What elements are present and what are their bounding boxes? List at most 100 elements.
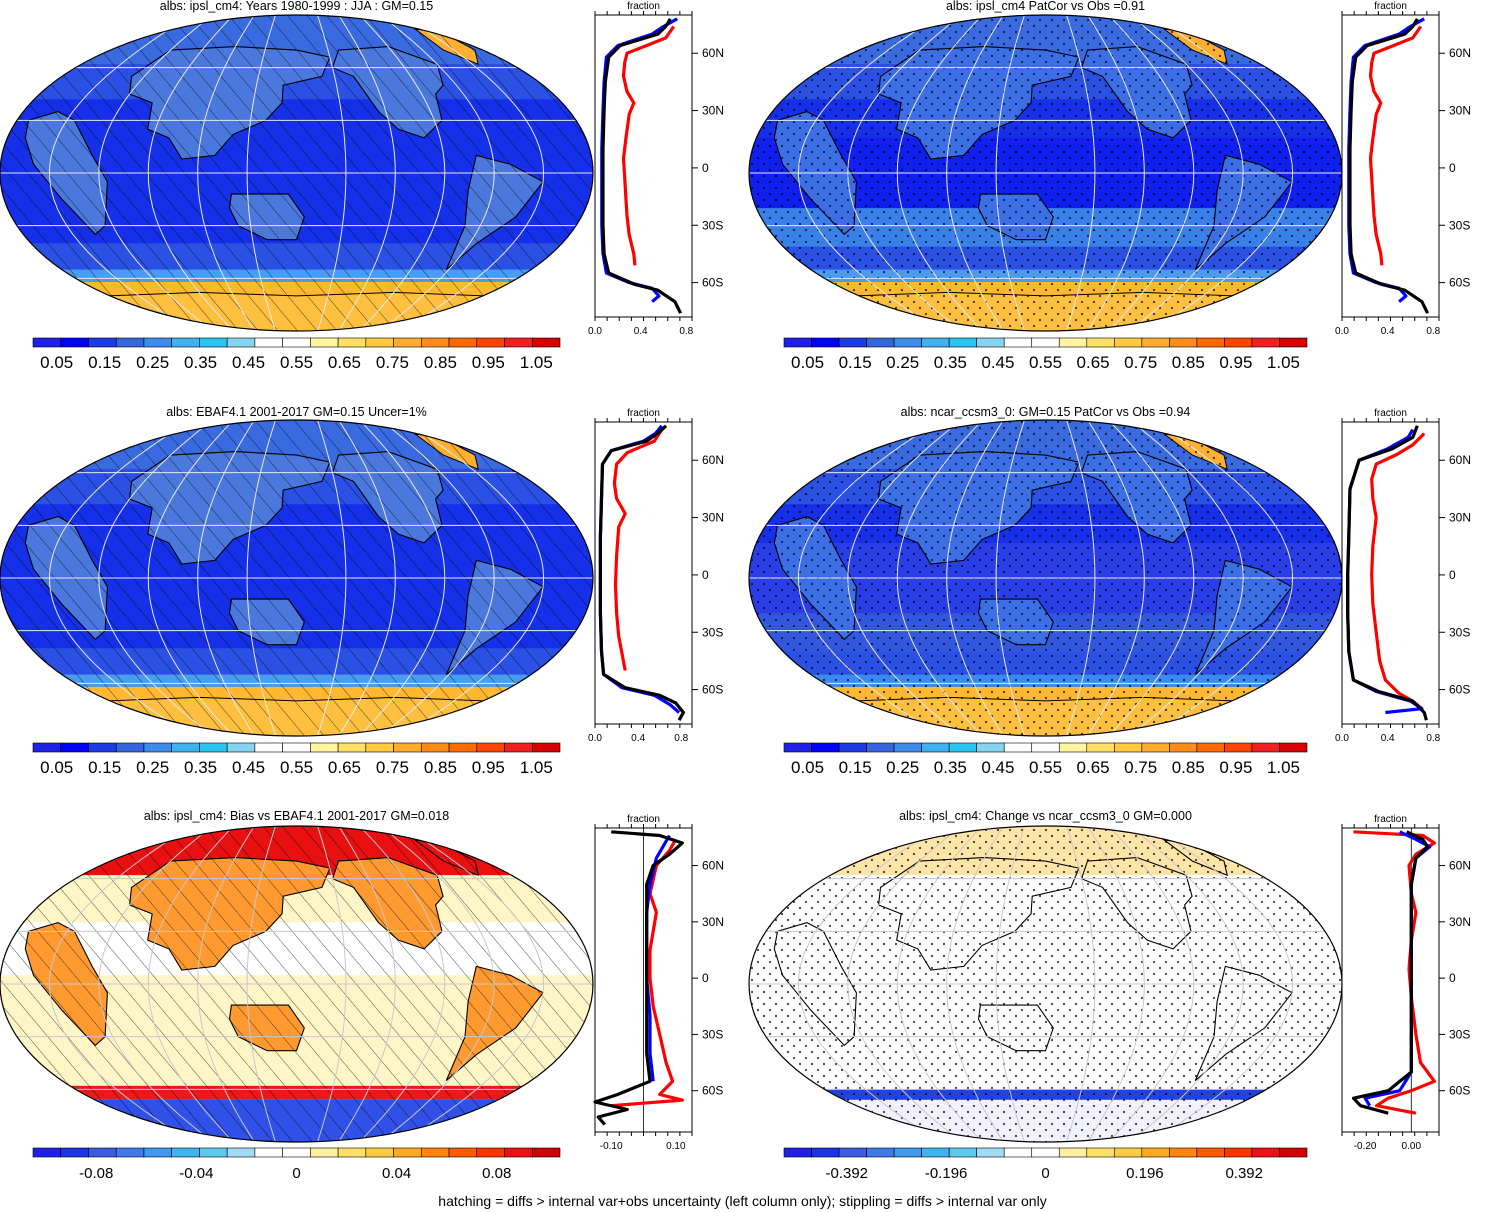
graticule-lon	[48, 420, 192, 736]
colorbar-label: -0.196	[925, 1165, 968, 1182]
colorbar-label: 0.55	[280, 758, 313, 777]
colorbar-label: 0.05	[791, 758, 824, 777]
profile-series-line	[1370, 432, 1426, 710]
profile-xlabel: fraction	[1374, 408, 1407, 419]
colorbar-swatch	[365, 742, 394, 753]
graticule-lon	[338, 15, 396, 331]
colorbar-label: 0.25	[886, 353, 919, 372]
colorbar-label: 0.95	[1219, 758, 1252, 777]
profile-ytick-label: 30S	[702, 625, 723, 639]
graticule-lon	[995, 420, 1025, 736]
profile-panel: fraction 60N 30N 0 30S 60S -0.10 0.10	[593, 814, 724, 1152]
colorbar-label: 1.05	[520, 353, 553, 372]
colorbar-swatch	[1086, 742, 1115, 753]
colorbar-swatch	[838, 1147, 867, 1158]
colorbar-swatch	[1279, 1147, 1308, 1158]
colorbar-label: 0.85	[424, 353, 457, 372]
profile-series-line	[600, 17, 678, 303]
graticule-lon	[995, 826, 1025, 1142]
colorbar-swatch	[282, 742, 311, 753]
colorbar-swatch	[310, 1147, 339, 1158]
profile-xtick-label: 0.8	[674, 733, 688, 744]
profile-xtick-label: 0.8	[1426, 733, 1440, 744]
profile-ytick-label: 30N	[702, 511, 724, 525]
colorbar: 0.05 0.15 0.25 0.35 0.45 0.55 0.65 0.75 0.85 0.95…	[783, 337, 1308, 372]
profile-series-line	[598, 424, 681, 714]
graticule-lon	[1087, 15, 1145, 331]
colorbar-swatch	[254, 742, 283, 753]
colorbar-swatch	[1114, 337, 1143, 348]
graticule-lon	[98, 420, 213, 736]
graticule-lon	[896, 826, 983, 1142]
graticule-lon	[847, 420, 962, 736]
colorbar-label: 0.08	[482, 1165, 511, 1182]
graticule-lon	[1087, 826, 1145, 1142]
profile-ytick-label: 30N	[702, 104, 724, 118]
graticule-lon	[1150, 420, 1294, 736]
map-field	[0, 420, 593, 736]
profile-xtick-label: 0.4	[634, 326, 648, 337]
colorbar-label: 0.05	[40, 353, 73, 372]
colorbar-swatch	[1279, 742, 1308, 753]
map-panel: albs: ncar_ccsm3_0: GM=0.15 PatCor vs Ob…	[748, 405, 1343, 737]
map-panel: albs: ipsl_cm4: Bias vs EBAF4.1 2001-201…	[0, 809, 594, 1143]
map-panel: albs: ipsl_cm4 PatCor vs Obs =0.91	[748, 0, 1343, 332]
map-panel: albs: ipsl_cm4: Years 1980-1999 : JJA : …	[0, 0, 594, 332]
colorbar-label: 0.25	[886, 758, 919, 777]
colorbar-swatch	[811, 1147, 840, 1158]
profile-ytick-label: 60S	[1449, 276, 1470, 290]
profile-ytick-label: 60N	[702, 453, 724, 467]
colorbar: 0.05 0.15 0.25 0.35 0.45 0.55 0.65 0.75 0.85 0.95…	[783, 742, 1308, 777]
graticule-lon	[797, 420, 941, 736]
graticule-lon	[317, 15, 347, 331]
profile-ytick-label: 30S	[702, 218, 723, 232]
profile-ytick-label: 60N	[702, 859, 724, 873]
colorbar-swatch	[811, 337, 840, 348]
colorbar-label: 0.55	[280, 353, 313, 372]
colorbar-swatch	[1141, 337, 1170, 348]
colorbar-swatch	[476, 337, 505, 348]
profile-ytick-label: 0	[702, 161, 709, 175]
colorbar-label: 0.85	[424, 758, 457, 777]
colorbar-swatch	[226, 742, 256, 753]
graticule-lon	[380, 15, 495, 331]
colorbar-swatch	[1251, 337, 1280, 348]
profile-xtick-label: 0.0	[588, 733, 602, 744]
graticule-lon	[380, 420, 495, 736]
graticule-lon	[1108, 15, 1195, 331]
profile-series-line	[1346, 428, 1424, 715]
colorbar-swatch	[893, 1147, 922, 1158]
colorbar-swatch	[1251, 742, 1280, 753]
colorbar-swatch	[226, 337, 256, 348]
map-outline	[0, 825, 594, 1143]
colorbar-label: 0.75	[1124, 353, 1157, 372]
map-field	[0, 826, 593, 1142]
map-field	[749, 826, 1342, 1142]
colorbar-swatch	[310, 337, 339, 348]
profile-ytick-label: 60S	[1449, 1084, 1470, 1098]
graticule-lon	[946, 826, 1004, 1142]
profile-xtick-label: 0.00	[1402, 1141, 1422, 1152]
graticule-lon	[317, 420, 347, 736]
colorbar-label: 0.65	[1077, 758, 1110, 777]
colorbar-swatch	[783, 337, 812, 348]
colorbar-swatch	[1196, 337, 1225, 348]
profile-xtick-label: 0.0	[1335, 733, 1349, 744]
graticule-lon	[147, 826, 234, 1142]
profile-xtick-label: 0.8	[679, 326, 693, 337]
colorbar-swatch	[921, 742, 950, 753]
profile-ytick-label: 30N	[702, 915, 724, 929]
colorbar-label: -0.04	[179, 1165, 213, 1182]
colorbar-swatch	[226, 1147, 256, 1158]
graticule-lon	[401, 15, 545, 331]
colorbar-label: 1.05	[1267, 353, 1300, 372]
colorbar-swatch	[948, 1147, 977, 1158]
colorbar-swatch	[143, 1147, 172, 1158]
profile-series-line	[1347, 17, 1425, 303]
colorbar-swatch	[504, 337, 533, 348]
figure-caption: hatching = diffs > internal var+obs unce…	[438, 1193, 1047, 1209]
colorbar-swatch	[1114, 1147, 1143, 1158]
colorbar-swatch	[1086, 337, 1115, 348]
profile-ytick-label: 30N	[1449, 104, 1471, 118]
